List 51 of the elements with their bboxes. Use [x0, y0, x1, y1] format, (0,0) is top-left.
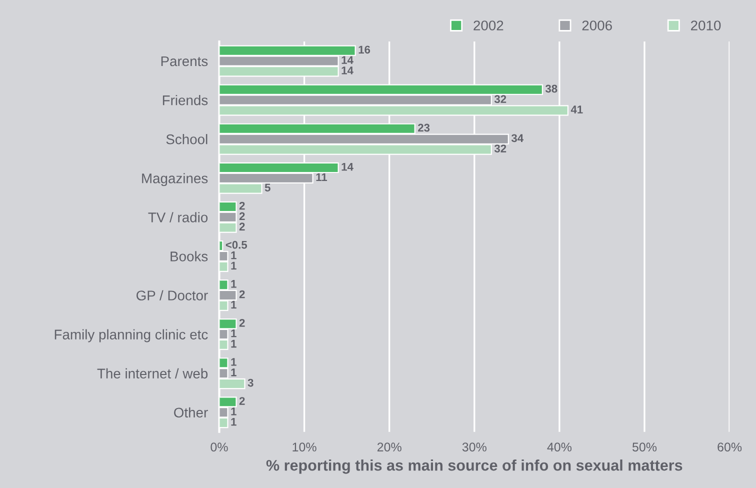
- data-label: 2: [239, 202, 245, 210]
- data-label: 32: [494, 95, 506, 104]
- legend-label: 2006: [582, 20, 612, 30]
- data-label: 11: [316, 173, 328, 181]
- y-tick-label: Magazines: [142, 173, 208, 186]
- data-label: 2: [239, 212, 245, 220]
- data-label: 1: [231, 418, 236, 426]
- data-label: 14: [342, 56, 354, 64]
- y-tick-label: Books: [170, 251, 208, 262]
- data-label: 1: [231, 280, 236, 288]
- data-label: 3: [248, 378, 254, 387]
- data-label: 1: [231, 408, 236, 416]
- data-label: 2: [239, 290, 245, 298]
- data-label: 32: [494, 144, 506, 152]
- x-tick-label: 50%: [632, 442, 657, 452]
- data-label: 1: [231, 340, 236, 348]
- data-label: 1: [231, 300, 236, 309]
- data-label: 5: [264, 184, 270, 192]
- data-label: 38: [545, 84, 558, 93]
- data-label: 34: [511, 134, 524, 142]
- data-label: 41: [570, 106, 583, 114]
- x-tick-label: 60%: [718, 442, 742, 452]
- legend-label: 2010: [691, 20, 721, 30]
- legend-label: 2002: [474, 20, 504, 30]
- y-tick-label: Other: [174, 407, 208, 418]
- x-tick-label: 30%: [462, 442, 486, 452]
- y-tick-label: TV / radio: [148, 212, 208, 222]
- data-label: 1: [231, 368, 236, 376]
- data-label: 2: [239, 397, 245, 405]
- x-tick-label: 0%: [210, 442, 228, 452]
- x-tick-label: 40%: [547, 442, 572, 452]
- x-tick-label: 20%: [377, 442, 402, 452]
- data-label: 2: [239, 222, 245, 230]
- data-label: 2: [239, 318, 245, 327]
- data-label: 1: [231, 251, 236, 260]
- data-label: 1: [231, 330, 236, 338]
- data-label: 1: [231, 358, 236, 366]
- data-label: 1: [231, 262, 236, 270]
- y-tick-label: GP / Doctor: [136, 290, 208, 300]
- y-tick-label: Family planning clinic etc: [54, 329, 208, 342]
- data-label: 14: [342, 162, 354, 171]
- y-tick-label: Friends: [162, 95, 208, 106]
- x-tick-label: 10%: [292, 442, 316, 452]
- data-label: 16: [358, 46, 370, 54]
- y-tick-label: Parents: [161, 56, 208, 66]
- y-tick-label: School: [166, 134, 208, 144]
- y-tick-label: The internet / web: [97, 368, 208, 378]
- data-label: 23: [418, 124, 430, 132]
- x-axis-title: % reporting this as main source of info on sexual matters: [266, 460, 682, 474]
- data-label: <0.5: [226, 240, 248, 249]
- data-label: 14: [342, 66, 354, 74]
